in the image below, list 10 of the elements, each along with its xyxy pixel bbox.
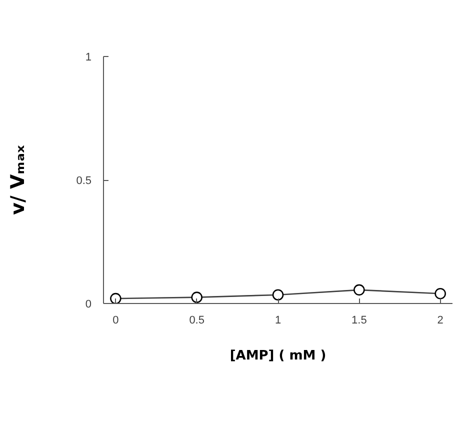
- y-tick-label: 0: [85, 298, 92, 310]
- y-tick-label: 0.5: [76, 175, 92, 187]
- y-tick-label: 1: [85, 52, 92, 64]
- x-tick-label: 1: [274, 314, 282, 326]
- y-axis-title: v/ Vₘₐₓ: [7, 144, 30, 215]
- x-tick-label: 0: [112, 314, 119, 326]
- x-axis-title: [AMP] ( mM ): [230, 348, 326, 364]
- x-tick-label: 0.5: [189, 314, 204, 326]
- x-tick-label: 1.5: [352, 314, 367, 326]
- x-tick-label: 2: [437, 314, 444, 326]
